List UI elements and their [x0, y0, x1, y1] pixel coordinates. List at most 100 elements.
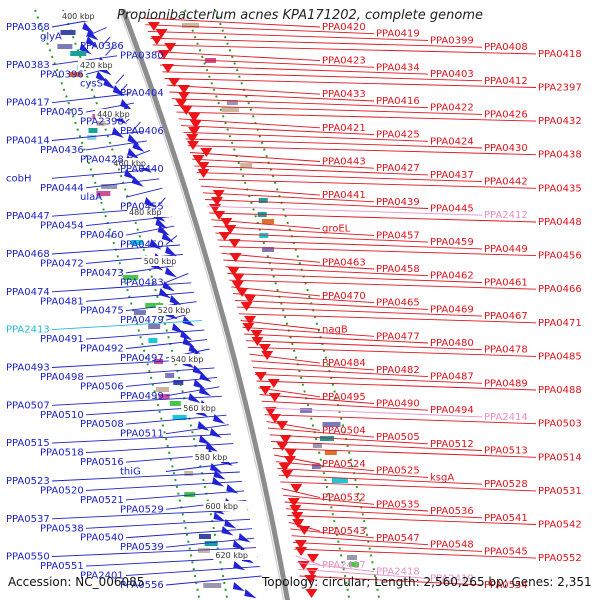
- label-connector: [115, 74, 125, 84]
- right-gene-label: PPA0471: [538, 318, 582, 329]
- forward-strand-gene: [161, 232, 174, 243]
- left-gene-label: PPA0368: [6, 22, 50, 33]
- label-connector: [284, 501, 429, 512]
- feature-block: [156, 387, 169, 392]
- right-gene-label: PPA0466: [538, 284, 582, 295]
- label-connector: [85, 518, 251, 529]
- right-gene-label: PPA0469: [430, 304, 474, 315]
- right-gene-label: PPA2418: [376, 567, 420, 578]
- reverse-strand-gene: [276, 442, 289, 451]
- label-connector: [245, 340, 483, 351]
- feature-block: [57, 44, 73, 49]
- label-connector: [221, 252, 321, 263]
- right-gene-label: PPA0461: [484, 278, 528, 289]
- right-gene-label: PPA0412: [484, 76, 528, 87]
- left-gene-label: PPA0468: [6, 249, 50, 260]
- right-gene-label: PPA0421: [322, 123, 366, 134]
- left-gene-label: PPA0436: [40, 145, 84, 156]
- forward-strand-gene: [162, 281, 175, 292]
- feature-block: [240, 163, 253, 168]
- right-gene-label: PPA0524: [322, 459, 366, 470]
- feature-block: [96, 121, 106, 126]
- label-connector: [162, 71, 483, 82]
- right-gene-label: PPA0548: [430, 540, 474, 551]
- feature-block: [169, 401, 181, 406]
- label-connector: [244, 333, 429, 344]
- left-gene-label: cysS: [80, 79, 103, 90]
- label-connector: [157, 57, 375, 68]
- label-connector: [213, 225, 375, 236]
- scale-tick-backdrop: [141, 256, 186, 266]
- label-connector: [152, 44, 537, 55]
- scale-tick-backdrop: [127, 207, 171, 217]
- feature-block: [68, 72, 82, 77]
- backbone-highlight: [118, 9, 285, 600]
- right-gene-label: PPA0457: [376, 230, 420, 241]
- label-connector: [118, 83, 128, 94]
- right-gene-label: PPA0462: [430, 271, 474, 282]
- feature-block: [311, 464, 321, 469]
- forward-strand-gene: [169, 295, 182, 306]
- label-connector: [261, 400, 429, 411]
- label-connector: [294, 548, 537, 559]
- label-connector: [263, 407, 483, 418]
- reverse-strand-gene: [228, 239, 241, 248]
- right-gene-label: PPA2414: [484, 412, 528, 423]
- forward-strand-gene: [182, 337, 195, 348]
- right-gene-label: PPA0541: [484, 513, 528, 524]
- feature-block: [182, 23, 199, 28]
- label-connector: [51, 320, 202, 331]
- feature-block: [145, 303, 164, 308]
- right-gene-label: PPA0482: [376, 365, 420, 376]
- reverse-strand-gene: [212, 190, 225, 199]
- reverse-strand-gene: [178, 85, 190, 94]
- label-connector: [176, 111, 537, 122]
- forward-strand-gene: [85, 36, 98, 48]
- left-gene-label: PPA0405: [40, 107, 84, 118]
- scale-tick-backdrop: [155, 305, 200, 315]
- right-gene-label: PPA0505: [376, 432, 420, 443]
- reverse-strand-gene: [232, 274, 245, 283]
- left-gene-label: PPA0472: [40, 258, 84, 269]
- left-gene-label: PPA0538: [40, 523, 84, 534]
- feature-block: [226, 100, 238, 105]
- label-connector: [205, 199, 429, 209]
- forward-strand-gene: [132, 141, 145, 152]
- label-connector: [187, 145, 537, 156]
- label-connector: [51, 244, 181, 255]
- left-gene-label: PPA0455: [120, 202, 164, 213]
- feature-block: [221, 107, 239, 112]
- right-gene-label: PPA0437: [430, 170, 474, 181]
- forward-strand-gene: [171, 323, 184, 334]
- forward-strand-gene: [244, 589, 257, 599]
- label-connector: [85, 253, 183, 264]
- feature-block: [96, 191, 111, 196]
- right-gene-label: PPA2417: [322, 560, 366, 571]
- reverse-strand-gene: [261, 351, 274, 360]
- forward-strand-gene: [213, 512, 226, 522]
- right-gene-label: PPA0419: [376, 29, 420, 40]
- feature-block: [197, 548, 210, 553]
- label-connector: [178, 118, 321, 129]
- label-connector: [85, 329, 205, 340]
- right-gene-label: PPA0442: [484, 177, 528, 188]
- left-gene-label: PPA0479: [120, 315, 164, 326]
- label-connector: [267, 427, 375, 438]
- left-gene-label: PPA0417: [6, 98, 50, 109]
- forward-strand-gene: [232, 582, 245, 592]
- label-connector: [234, 299, 429, 310]
- label-connector: [295, 555, 321, 566]
- reverse-strand-gene: [268, 393, 281, 402]
- label-connector: [165, 537, 255, 548]
- right-gene-label: PPA0418: [538, 49, 582, 60]
- left-gene-label: PPA0460: [80, 230, 124, 241]
- feature-block: [148, 324, 161, 329]
- forward-strand-gene: [213, 470, 226, 480]
- label-connector: [157, 197, 166, 207]
- reverse-strand-gene: [218, 232, 231, 241]
- right-gene-label: ksgA: [430, 472, 454, 483]
- label-connector: [275, 461, 375, 472]
- label-connector: [180, 125, 375, 136]
- feature-block: [349, 562, 359, 567]
- left-gene-label: PPA0450: [120, 240, 164, 251]
